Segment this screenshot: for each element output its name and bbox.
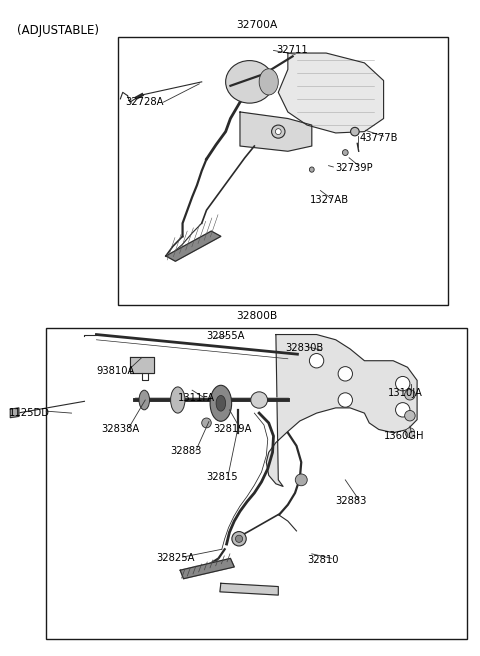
Text: 32883: 32883 bbox=[170, 446, 202, 456]
Ellipse shape bbox=[232, 531, 246, 546]
Text: 32815: 32815 bbox=[206, 472, 238, 482]
Text: 43777B: 43777B bbox=[360, 133, 398, 143]
Text: 1125DD: 1125DD bbox=[9, 408, 50, 418]
Text: 32700A: 32700A bbox=[236, 20, 277, 30]
Text: 32728A: 32728A bbox=[125, 97, 164, 107]
Text: 32800B: 32800B bbox=[236, 312, 277, 321]
Text: 32883: 32883 bbox=[336, 497, 367, 506]
Text: 32825A: 32825A bbox=[156, 554, 195, 564]
Ellipse shape bbox=[405, 411, 415, 421]
Polygon shape bbox=[166, 231, 221, 261]
Ellipse shape bbox=[226, 60, 274, 103]
Ellipse shape bbox=[216, 396, 226, 411]
Text: 32810: 32810 bbox=[307, 556, 338, 565]
Bar bbox=[118, 37, 448, 305]
Ellipse shape bbox=[350, 127, 359, 136]
Bar bbox=[46, 328, 468, 639]
Polygon shape bbox=[266, 335, 417, 486]
Polygon shape bbox=[130, 358, 154, 373]
Text: 93810A: 93810A bbox=[96, 365, 135, 375]
Ellipse shape bbox=[338, 367, 352, 381]
Ellipse shape bbox=[259, 69, 278, 95]
Ellipse shape bbox=[251, 392, 267, 408]
Text: 32855A: 32855A bbox=[206, 331, 245, 341]
Text: 32830B: 32830B bbox=[286, 342, 324, 353]
Text: 32838A: 32838A bbox=[101, 424, 140, 434]
Text: 1310JA: 1310JA bbox=[388, 388, 423, 398]
Ellipse shape bbox=[342, 150, 348, 155]
Ellipse shape bbox=[236, 535, 242, 543]
Polygon shape bbox=[10, 408, 19, 418]
Text: 1360GH: 1360GH bbox=[384, 431, 424, 441]
Text: 32711: 32711 bbox=[276, 45, 308, 56]
Text: 1327AB: 1327AB bbox=[310, 195, 348, 205]
Text: 32819A: 32819A bbox=[214, 424, 252, 434]
Polygon shape bbox=[240, 112, 312, 152]
Ellipse shape bbox=[272, 125, 285, 138]
Ellipse shape bbox=[405, 390, 415, 400]
Polygon shape bbox=[180, 558, 234, 579]
Ellipse shape bbox=[276, 129, 281, 134]
Text: (ADJUSTABLE): (ADJUSTABLE) bbox=[17, 24, 99, 37]
Ellipse shape bbox=[295, 474, 307, 485]
Ellipse shape bbox=[139, 390, 150, 410]
Text: 1311FA: 1311FA bbox=[178, 393, 215, 403]
Ellipse shape bbox=[210, 385, 232, 421]
Ellipse shape bbox=[310, 167, 314, 173]
Polygon shape bbox=[278, 53, 384, 133]
Ellipse shape bbox=[405, 428, 415, 438]
Polygon shape bbox=[220, 583, 278, 595]
Ellipse shape bbox=[396, 377, 410, 391]
Ellipse shape bbox=[338, 393, 352, 407]
Ellipse shape bbox=[396, 403, 410, 417]
Ellipse shape bbox=[170, 387, 185, 413]
Ellipse shape bbox=[310, 354, 324, 368]
Ellipse shape bbox=[202, 418, 211, 428]
Text: 32739P: 32739P bbox=[336, 163, 373, 173]
